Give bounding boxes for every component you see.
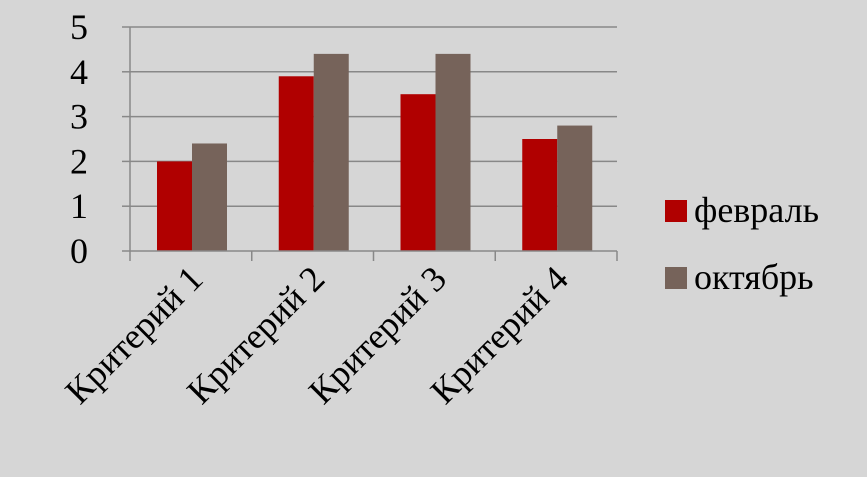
legend-swatch-февраль (665, 200, 687, 222)
legend-label-октябрь: октябрь (694, 257, 814, 297)
bar-февраль-1 (157, 161, 192, 251)
y-tick-label-1: 1 (70, 186, 88, 226)
bar-октябрь-4 (557, 125, 593, 251)
bar-октябрь-1 (192, 143, 227, 251)
legend-swatch-октябрь (665, 267, 687, 289)
bar-октябрь-3 (435, 53, 471, 251)
axes (122, 26, 618, 261)
y-tick-label-5: 5 (70, 7, 88, 47)
y-tick-label-2: 2 (70, 141, 88, 181)
y-tick-label-4: 4 (70, 52, 88, 92)
bar-октябрь-2 (313, 53, 349, 251)
bar-февраль-2 (278, 76, 314, 251)
bars (157, 53, 593, 251)
y-tick-label-3: 3 (70, 97, 88, 137)
legend: февраль октябрь (665, 190, 819, 297)
bar-февраль-4 (522, 139, 558, 251)
y-tick-label-0: 0 (70, 231, 88, 271)
legend-label-февраль: февраль (694, 190, 819, 230)
bar-февраль-3 (400, 94, 436, 251)
